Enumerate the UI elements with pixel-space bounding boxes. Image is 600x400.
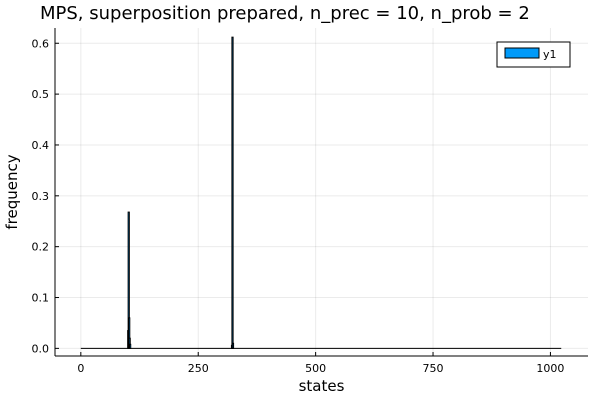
legend-label: y1: [543, 48, 557, 61]
bar: [129, 343, 132, 349]
legend-swatch: [504, 47, 540, 59]
bar: [231, 36, 234, 349]
y-tick-label: 0.4: [32, 139, 50, 152]
y-tick-label: 0.5: [32, 88, 50, 101]
y-tick-label: 0.0: [32, 342, 50, 355]
x-tick-label: 1000: [536, 362, 564, 375]
y-tick-label: 0.2: [32, 241, 50, 254]
y-tick-label: 0.1: [32, 292, 50, 305]
x-tick-label: 750: [423, 362, 444, 375]
legend: y1: [496, 41, 571, 68]
y-tick-label: 0.3: [32, 190, 50, 203]
chart-title: MPS, superposition prepared, n_prec = 10…: [40, 3, 530, 24]
x-tick-label: 500: [305, 362, 326, 375]
x-tick-label: 0: [77, 362, 84, 375]
bars: [127, 36, 235, 349]
grid-lines: [55, 28, 588, 356]
x-axis-label: states: [299, 377, 345, 395]
x-tick-label: 250: [188, 362, 209, 375]
y-tick-label: 0.6: [32, 37, 50, 50]
y-axis-label: frequency: [3, 154, 21, 229]
bar: [231, 342, 235, 349]
